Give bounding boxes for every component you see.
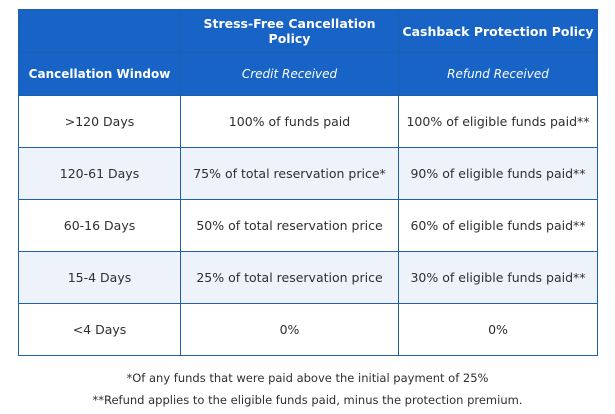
policy2-title: Cashback Protection Policy — [398, 9, 598, 53]
credit-cell: 25% of total reservation price — [180, 251, 399, 304]
window-cell: 60-16 Days — [18, 199, 181, 252]
credit-cell: 100% of funds paid — [180, 95, 399, 148]
table-row: <4 Days 0% 0% — [18, 303, 598, 356]
cancellation-window-header: Cancellation Window — [18, 52, 181, 96]
window-cell: 15-4 Days — [18, 251, 181, 304]
credit-cell: 0% — [180, 303, 399, 356]
footnote-1: *Of any funds that were paid above the i… — [126, 371, 489, 385]
table-row: 120-61 Days 75% of total reservation pri… — [18, 147, 598, 200]
refund-cell: 60% of eligible funds paid** — [398, 199, 598, 252]
refund-cell: 0% — [398, 303, 598, 356]
header-row-subtitles: Cancellation Window Credit Received Refu… — [18, 52, 598, 96]
table-row: 60-16 Days 50% of total reservation pric… — [18, 199, 598, 252]
refund-cell: 90% of eligible funds paid** — [398, 147, 598, 200]
cancellation-policy-table: Stress-Free Cancellation Policy Cashback… — [18, 9, 598, 356]
window-cell: 120-61 Days — [18, 147, 181, 200]
window-cell: >120 Days — [18, 95, 181, 148]
header-empty-cell — [18, 9, 181, 53]
table-row: >120 Days 100% of funds paid 100% of eli… — [18, 95, 598, 148]
credit-cell: 50% of total reservation price — [180, 199, 399, 252]
table-row: 15-4 Days 25% of total reservation price… — [18, 251, 598, 304]
policy2-subtitle: Refund Received — [398, 52, 598, 96]
footnote-2: **Refund applies to the eligible funds p… — [92, 393, 523, 407]
header-row-titles: Stress-Free Cancellation Policy Cashback… — [18, 9, 598, 53]
policy1-title: Stress-Free Cancellation Policy — [180, 9, 399, 53]
policy1-subtitle: Credit Received — [180, 52, 399, 96]
credit-cell: 75% of total reservation price* — [180, 147, 399, 200]
refund-cell: 100% of eligible funds paid** — [398, 95, 598, 148]
window-cell: <4 Days — [18, 303, 181, 356]
refund-cell: 30% of eligible funds paid** — [398, 251, 598, 304]
